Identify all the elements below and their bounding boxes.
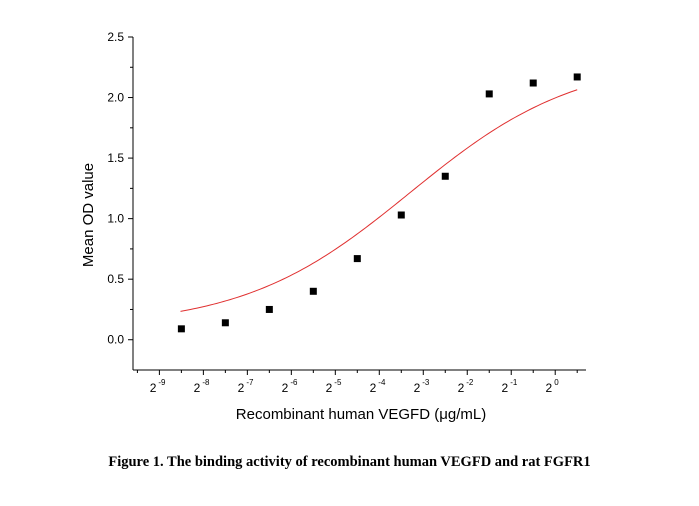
y-tick-label: 2.0 [107,91,124,105]
fit-curve [180,89,578,312]
x-tick-base: 2 [194,381,201,395]
axes [132,37,586,371]
data-point [529,79,537,87]
x-tick-exponent: -2 [466,378,474,387]
x-tick-base: 2 [546,381,553,395]
data-point [309,287,317,295]
data-point [265,305,273,313]
x-tick-exponent: -7 [246,378,254,387]
x-tick-base: 2 [370,381,377,395]
x-tick-base: 2 [414,381,421,395]
x-axis-title: Recombinant human VEGFD (μg/mL) [236,406,486,423]
y-tick-label: 0.5 [107,272,124,286]
y-tick-label: 0.0 [107,333,124,347]
y-tick-label: 1.0 [107,212,124,226]
x-tick-label: 2 -2 [458,378,474,395]
data-point [441,172,449,180]
data-point [397,211,405,219]
x-tick-base: 2 [238,381,245,395]
x-axis-ticks: 2 -9 2 -8 2 -7 2 -6 2 -5 2 -4 2 -3 2 -2 2 -1 2 0 [136,370,578,395]
x-tick-label: 2 -3 [414,378,430,395]
x-tick-label: 2 -7 [238,378,254,395]
x-tick-exponent: -1 [510,378,518,387]
x-tick-label: 2 -4 [370,378,386,395]
chart: 0.00.51.01.52.02.5 2 -9 2 -8 2 -7 2 -6 2 -5 2 -4 2 -3… [80,30,586,423]
x-tick-base: 2 [326,381,333,395]
y-tick-label: 1.5 [107,151,124,165]
x-tick-label: 2 -1 [502,378,518,395]
x-tick-exponent: -9 [158,378,166,387]
x-tick-base: 2 [282,381,289,395]
x-tick-label: 2 -8 [194,378,210,395]
x-tick-label: 2 -6 [282,378,298,395]
x-tick-base: 2 [458,381,465,395]
x-tick-label: 2 -9 [150,378,166,395]
data-point [353,255,361,263]
data-point [177,325,185,333]
x-tick-exponent: 0 [554,378,559,387]
data-point [573,73,581,81]
y-tick-label: 2.5 [107,30,124,44]
figure-caption: Figure 1. The binding activity of recomb… [108,454,591,470]
data-points [177,73,581,333]
data-point [485,90,493,98]
x-tick-exponent: -5 [334,378,342,387]
x-tick-exponent: -3 [422,378,430,387]
x-tick-exponent: -6 [290,378,298,387]
x-tick-base: 2 [150,381,157,395]
data-point [221,319,229,327]
x-tick-label: 2 -5 [326,378,342,395]
x-tick-exponent: -4 [378,378,386,387]
x-tick-base: 2 [502,381,509,395]
x-tick-exponent: -8 [202,378,210,387]
y-axis-ticks: 0.0 0.5 1.0 1.5 2.0 2.5 [107,30,133,347]
y-axis-title: Mean OD value [80,163,97,267]
